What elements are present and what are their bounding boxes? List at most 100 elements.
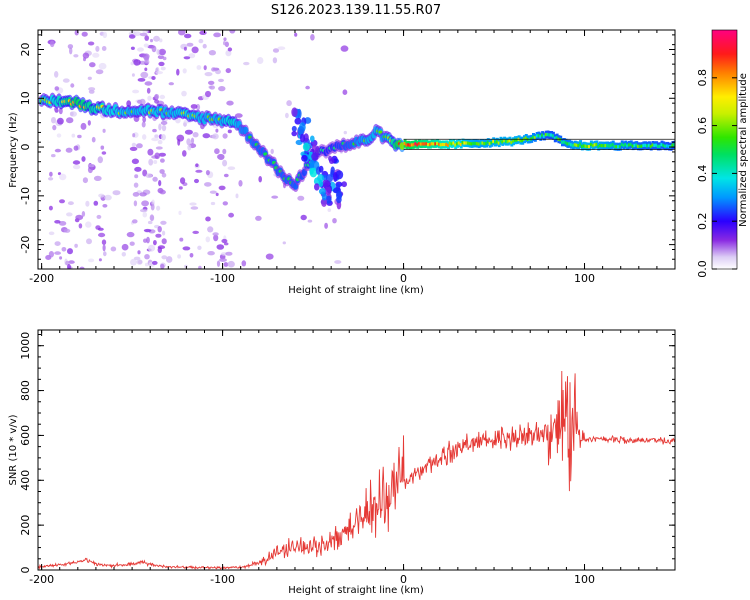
noise-speckle [140,71,149,79]
noise-speckle [82,52,90,59]
noise-speckle [186,42,194,47]
noise-speckle [95,45,100,52]
noise-speckle [198,38,204,44]
noise-speckle [67,44,74,49]
noise-speckle [160,121,168,125]
noise-speckle [192,230,199,234]
branch-blob [294,117,302,125]
noise-speckle [66,117,74,124]
noise-speckle [305,85,310,90]
band-core [568,142,572,146]
band-core [647,143,651,147]
branch-blob [318,165,324,173]
band-core [521,139,525,143]
ridge-cell [399,142,405,150]
noise-speckle [153,35,160,42]
colorbar-tick-label: 0.6 [696,117,709,135]
y-tick-label: 800 [19,380,32,401]
noise-speckle [177,254,182,259]
noise-speckle [147,220,153,225]
band-core [546,132,550,137]
branch-blob [318,180,324,187]
noise-speckle [61,247,67,252]
noise-speckle [258,176,263,183]
noise-speckle [133,182,139,188]
noise-speckle [142,116,147,123]
noise-speckle [234,113,243,118]
noise-speckle [77,134,82,139]
band-core [427,143,431,147]
noise-speckle [183,46,187,51]
noise-speckle [69,111,77,117]
noise-speckle [140,208,148,213]
band-core [510,140,514,145]
noise-speckle [48,205,53,211]
band-core [436,141,440,145]
band-core [541,133,545,137]
band-core [465,141,469,145]
noise-speckle [159,38,163,43]
band-core [466,141,470,145]
band-core [494,140,497,145]
band-core [635,143,639,147]
noise-speckle [153,240,157,246]
noise-speckle [229,30,236,34]
noise-speckle [139,192,147,197]
band-core [673,143,675,147]
noise-speckle [265,253,274,260]
noise-speckle [214,148,220,155]
noise-speckle [52,124,57,131]
noise-speckle [56,133,62,138]
y-tick-label: 10 [19,91,32,105]
noise-speckle [205,216,211,222]
noise-speckle [176,68,180,76]
branch-blob [309,167,318,178]
noise-speckle [87,120,91,126]
noise-speckle [191,46,199,54]
band-core [655,143,659,147]
noise-speckle [142,134,147,140]
noise-speckle [70,83,75,88]
noise-speckle [144,35,149,41]
noise-speckle [66,212,73,217]
band-core [584,144,588,148]
noise-speckle [54,86,60,91]
band-core [457,141,461,145]
noise-speckle [156,49,160,55]
noise-speckle [62,78,70,83]
band-core [629,142,633,146]
band-core [425,142,429,146]
band-core [666,144,669,148]
band-core [591,144,595,148]
noise-speckle [74,243,78,248]
noise-speckle [98,258,102,262]
branch-blob [322,179,330,187]
noise-speckle [158,48,166,56]
noise-speckle [134,174,139,179]
noise-speckle [211,67,217,72]
noise-speckle [110,246,117,252]
y-tick-label: -10 [19,187,32,205]
noise-speckle [142,169,148,177]
noise-speckle [152,260,158,265]
noise-speckle [142,211,148,218]
band-core [475,142,479,146]
band-core [595,142,599,147]
noise-speckle [101,151,107,155]
colorbar-tick-label: 0.8 [696,69,709,87]
noise-speckle [67,264,71,269]
noise-speckle [137,78,146,82]
noise-speckle [228,212,235,218]
band-core [627,143,631,147]
noise-speckle [152,176,158,182]
band-core [555,136,559,140]
band-core [539,135,543,139]
band-core [423,142,427,146]
band-core [586,145,590,149]
band-core [474,141,478,145]
noise-speckle [197,245,202,250]
band-core [564,141,568,145]
y-tick-label: 200 [19,515,32,536]
